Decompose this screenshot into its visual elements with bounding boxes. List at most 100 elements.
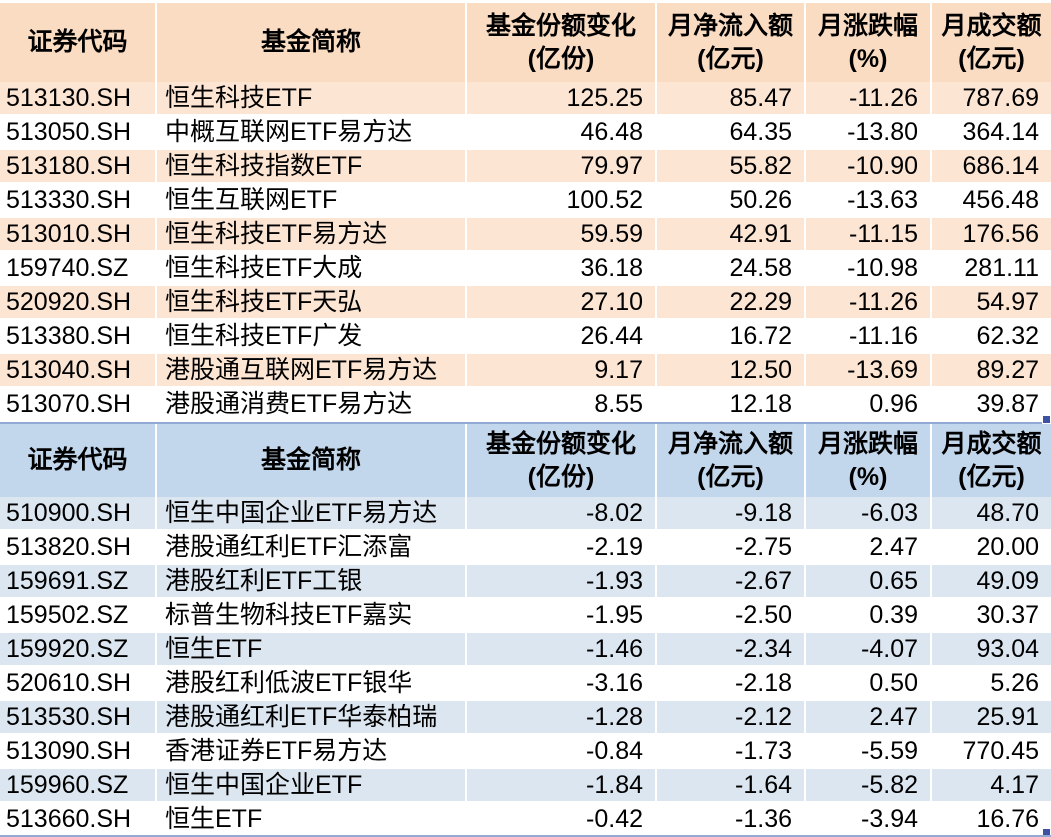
monthly-change-cell[interactable]: -11.26	[806, 82, 932, 114]
fund-code-cell[interactable]: 513070.SH	[0, 388, 157, 422]
share-change-cell[interactable]: 36.18	[467, 252, 657, 284]
net-inflow-cell[interactable]: 55.82	[657, 150, 806, 182]
monthly-change-cell[interactable]: -13.63	[806, 184, 932, 216]
net-inflow-cell[interactable]: -1.64	[657, 769, 806, 801]
fund-code-cell[interactable]: 513050.SH	[0, 116, 157, 148]
fund-code-cell[interactable]: 513090.SH	[0, 735, 157, 767]
fund-code-cell[interactable]: 513330.SH	[0, 184, 157, 216]
fund-name-cell[interactable]: 恒生科技ETF广发	[157, 320, 467, 352]
fund-code-cell[interactable]: 513040.SH	[0, 354, 157, 386]
monthly-turnover-cell[interactable]: 456.48	[962, 186, 1039, 214]
net-inflow-cell[interactable]: -2.34	[657, 633, 806, 665]
fund-name-cell[interactable]: 恒生科技ETF	[157, 82, 467, 114]
monthly-turnover-cell[interactable]: 93.04	[976, 635, 1039, 663]
monthly-turnover-cell[interactable]: 787.69	[962, 84, 1039, 112]
monthly-turnover-cell[interactable]: 25.91	[976, 703, 1039, 731]
net-inflow-cell[interactable]: -2.67	[657, 565, 806, 597]
monthly-change-cell[interactable]: 0.50	[806, 667, 932, 699]
share-change-cell[interactable]: -0.84	[467, 735, 657, 767]
fund-name-cell[interactable]: 标普生物科技ETF嘉实	[157, 599, 467, 631]
fund-code-cell[interactable]: 159502.SZ	[0, 599, 157, 631]
share-change-cell[interactable]: -1.95	[467, 599, 657, 631]
fund-code-cell[interactable]: 520920.SH	[0, 286, 157, 318]
net-inflow-cell[interactable]: 22.29	[657, 286, 806, 318]
monthly-change-cell[interactable]: 2.47	[806, 531, 932, 563]
fund-name-cell[interactable]: 恒生科技ETF大成	[157, 252, 467, 284]
monthly-change-cell[interactable]: -11.16	[806, 320, 932, 352]
fund-code-cell[interactable]: 513130.SH	[0, 82, 157, 114]
share-change-cell[interactable]: -2.19	[467, 531, 657, 563]
monthly-turnover-cell[interactable]: 5.26	[990, 669, 1039, 697]
fund-name-cell[interactable]: 香港证券ETF易方达	[157, 735, 467, 767]
fund-code-cell[interactable]: 510900.SH	[0, 497, 157, 529]
fund-code-cell[interactable]: 513820.SH	[0, 531, 157, 563]
share-change-cell[interactable]: -8.02	[467, 497, 657, 529]
monthly-turnover-cell[interactable]: 176.56	[962, 220, 1039, 248]
monthly-turnover-cell[interactable]: 4.17	[990, 771, 1039, 799]
net-inflow-cell[interactable]: 85.47	[657, 82, 806, 114]
fund-name-cell[interactable]: 恒生中国企业ETF易方达	[157, 497, 467, 529]
monthly-turnover-cell[interactable]: 62.32	[976, 322, 1039, 350]
fund-name-cell[interactable]: 恒生ETF	[157, 803, 467, 837]
monthly-turnover-cell[interactable]: 364.14	[962, 118, 1039, 146]
fund-name-cell[interactable]: 港股通消费ETF易方达	[157, 388, 467, 422]
fund-name-cell[interactable]: 恒生科技指数ETF	[157, 150, 467, 182]
share-change-cell[interactable]: -3.16	[467, 667, 657, 699]
monthly-turnover-cell[interactable]: 89.27	[976, 356, 1039, 384]
net-inflow-cell[interactable]: 24.58	[657, 252, 806, 284]
fund-code-cell[interactable]: 159691.SZ	[0, 565, 157, 597]
net-inflow-cell[interactable]: 12.50	[657, 354, 806, 386]
fund-code-cell[interactable]: 513180.SH	[0, 150, 157, 182]
monthly-turnover-cell[interactable]: 39.87	[976, 390, 1039, 418]
net-inflow-cell[interactable]: -2.75	[657, 531, 806, 563]
fund-code-cell[interactable]: 513380.SH	[0, 320, 157, 352]
fund-code-cell[interactable]: 513660.SH	[0, 803, 157, 837]
share-change-cell[interactable]: 27.10	[467, 286, 657, 318]
monthly-turnover-cell[interactable]: 54.97	[976, 288, 1039, 316]
share-change-cell[interactable]: -0.42	[467, 803, 657, 837]
net-inflow-cell[interactable]: 64.35	[657, 116, 806, 148]
monthly-turnover-cell[interactable]: 30.37	[976, 601, 1039, 629]
net-inflow-cell[interactable]: -2.18	[657, 667, 806, 699]
monthly-change-cell[interactable]: 0.65	[806, 565, 932, 597]
share-change-cell[interactable]: 100.52	[467, 184, 657, 216]
fund-name-cell[interactable]: 恒生科技ETF天弘	[157, 286, 467, 318]
monthly-change-cell[interactable]: 2.47	[806, 701, 932, 733]
monthly-turnover-cell[interactable]: 281.11	[964, 254, 1039, 282]
monthly-change-cell[interactable]: -13.69	[806, 354, 932, 386]
monthly-turnover-cell[interactable]: 49.09	[976, 567, 1039, 595]
monthly-change-cell[interactable]: -5.59	[806, 735, 932, 767]
selection-handle-icon[interactable]	[1042, 415, 1051, 424]
net-inflow-cell[interactable]: -2.12	[657, 701, 806, 733]
monthly-change-cell[interactable]: -6.03	[806, 497, 932, 529]
monthly-change-cell[interactable]: -10.98	[806, 252, 932, 284]
fund-code-cell[interactable]: 159920.SZ	[0, 633, 157, 665]
fund-name-cell[interactable]: 港股红利ETF工银	[157, 565, 467, 597]
monthly-change-cell[interactable]: -13.80	[806, 116, 932, 148]
fund-code-cell[interactable]: 520610.SH	[0, 667, 157, 699]
monthly-change-cell[interactable]: 0.39	[806, 599, 932, 631]
share-change-cell[interactable]: -1.93	[467, 565, 657, 597]
net-inflow-cell[interactable]: -2.50	[657, 599, 806, 631]
share-change-cell[interactable]: 79.97	[467, 150, 657, 182]
share-change-cell[interactable]: 26.44	[467, 320, 657, 352]
net-inflow-cell[interactable]: -9.18	[657, 497, 806, 529]
fund-code-cell[interactable]: 159740.SZ	[0, 252, 157, 284]
net-inflow-cell[interactable]: -1.73	[657, 735, 806, 767]
fund-name-cell[interactable]: 恒生互联网ETF	[157, 184, 467, 216]
fund-code-cell[interactable]: 513530.SH	[0, 701, 157, 733]
monthly-change-cell[interactable]: -3.94	[806, 803, 932, 837]
fund-name-cell[interactable]: 港股通红利ETF汇添富	[157, 531, 467, 563]
fund-name-cell[interactable]: 港股通红利ETF华泰柏瑞	[157, 701, 467, 733]
net-inflow-cell[interactable]: 50.26	[657, 184, 806, 216]
share-change-cell[interactable]: 59.59	[467, 218, 657, 250]
monthly-change-cell[interactable]: -11.26	[806, 286, 932, 318]
fund-code-cell[interactable]: 159960.SZ	[0, 769, 157, 801]
fund-name-cell[interactable]: 港股通互联网ETF易方达	[157, 354, 467, 386]
net-inflow-cell[interactable]: -1.36	[657, 803, 806, 837]
share-change-cell[interactable]: 125.25	[467, 82, 657, 114]
monthly-turnover-cell[interactable]: 48.70	[976, 499, 1039, 527]
net-inflow-cell[interactable]: 12.18	[657, 388, 806, 422]
net-inflow-cell[interactable]: 42.91	[657, 218, 806, 250]
share-change-cell[interactable]: -1.84	[467, 769, 657, 801]
